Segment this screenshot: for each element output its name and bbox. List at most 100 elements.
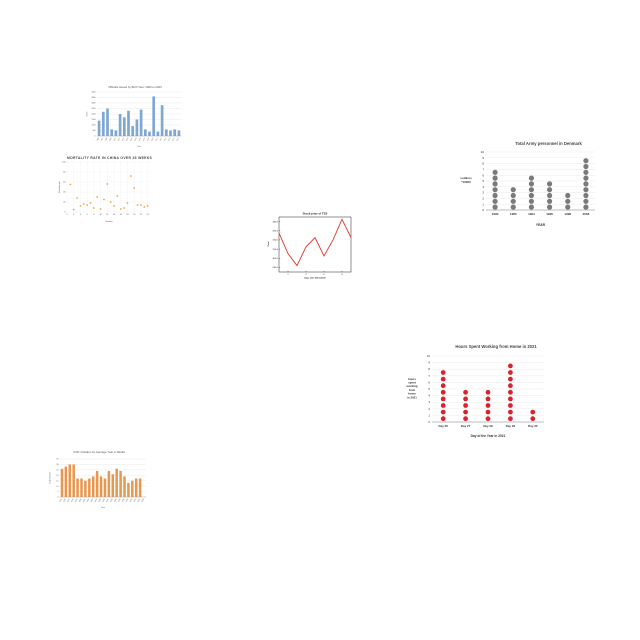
cod-bar — [108, 471, 111, 497]
mortality-point — [86, 204, 88, 206]
births-bar — [140, 110, 143, 136]
cod-bar — [80, 479, 83, 497]
cod-bar — [100, 476, 103, 497]
births-xtick-label: 2003 — [126, 137, 130, 141]
cod-ytick-label: 35 — [56, 459, 58, 461]
wfh-dot — [441, 416, 446, 421]
wfh-dot — [508, 377, 513, 382]
mortality-point — [100, 208, 102, 210]
stock-xlabel: Days after 2013-05-20 — [304, 277, 326, 280]
wfh-xtick-label: Day 30 — [528, 424, 538, 428]
army-dot — [583, 170, 588, 175]
cod-bar — [119, 471, 122, 497]
stock-chart-svg: Stock price of TSS280.0300.0320.0340.036… — [263, 210, 355, 282]
births-ytick-label: 0 — [95, 136, 96, 138]
cod-ytick-label: 20 — [56, 475, 58, 477]
mortality-point — [69, 184, 71, 186]
wfh-dot — [486, 390, 491, 395]
births-bar — [165, 129, 168, 136]
mortality-point — [76, 197, 78, 199]
cod-bar — [61, 469, 64, 497]
army-dot — [583, 158, 588, 163]
cod-ylabel: COD Violation — [49, 472, 52, 484]
mortality-point — [127, 202, 129, 204]
wfh-ytick-label: 8 — [428, 367, 430, 371]
cod-bar — [104, 479, 107, 497]
mortality-point — [103, 199, 105, 201]
cod-ytick-label: 5 — [57, 491, 58, 493]
mortality-xtick-label: 6 — [87, 214, 89, 216]
wfh-dot — [508, 370, 513, 375]
wfh-ytick-label: 0 — [428, 420, 430, 424]
wfh-ytick-label: 9 — [428, 361, 430, 365]
births-ytick-label: 3000 — [92, 103, 96, 105]
army-dot — [511, 199, 516, 204]
wfh-dot — [441, 383, 446, 388]
mortality-point — [117, 195, 119, 197]
army-ytick-label: 0 — [482, 208, 484, 212]
army-dot — [529, 193, 534, 198]
army-dot — [547, 205, 552, 210]
births-xtick-label: 2002 — [122, 137, 126, 141]
births-xtick-label: 2006 — [138, 137, 142, 141]
births-xtick-label: 2010 — [155, 137, 159, 141]
army-xtick-label: 1995 — [546, 212, 553, 216]
cod-bar — [72, 464, 75, 497]
cod-ytick-label: 30 — [56, 464, 58, 466]
mortality-point — [143, 206, 145, 208]
births-xtick-label: 2001 — [117, 137, 121, 141]
wfh-ytick-label: 7 — [428, 374, 430, 378]
wfh-ytick-label: 5 — [428, 387, 430, 391]
births-xtick-label: 2015 — [176, 137, 180, 141]
cod-bar — [112, 474, 115, 497]
army-dot — [492, 187, 497, 192]
mortality-point — [120, 208, 122, 210]
cod-bar — [69, 464, 72, 497]
cod-bar — [115, 469, 118, 497]
wfh-dot — [463, 416, 468, 421]
army-ytick-label: 6 — [482, 173, 484, 177]
mortality-xtick-label: 4 — [80, 214, 82, 216]
cod-bar — [127, 483, 130, 497]
mortality-point — [130, 175, 132, 177]
stock-xtick-label: 6 — [323, 274, 325, 276]
army-dot — [492, 205, 497, 210]
cod-bar — [123, 476, 126, 497]
stock-ytick-label: 300.0 — [273, 258, 279, 260]
wfh-xtick-label: Day 29 — [506, 424, 516, 428]
wfh-dot — [530, 410, 535, 415]
cod-bar — [65, 467, 68, 497]
mortality-ytick-label: 60 — [63, 182, 66, 184]
army-title: Total Army personnel in Denmark — [515, 141, 582, 146]
mortality-point — [110, 201, 112, 203]
mortality-ytick-label: 20 — [63, 202, 66, 204]
wfh-ytick-label: 1 — [428, 413, 430, 417]
army-dot — [529, 176, 534, 181]
wfh-ytick-label: 2 — [428, 407, 430, 411]
cod-bar — [84, 481, 87, 497]
births-bar — [169, 131, 172, 137]
wfh-dot — [508, 397, 513, 402]
army-dot — [511, 187, 516, 192]
births-bar — [131, 126, 134, 136]
mortality-xtick-label: 12 — [106, 214, 109, 216]
births-xtick-label: 2009 — [151, 137, 155, 141]
army-dot — [492, 199, 497, 204]
army-dot — [492, 176, 497, 181]
cod-bar — [135, 479, 138, 497]
wfh-dot — [530, 416, 535, 421]
mortality-point — [93, 207, 95, 209]
army-dot — [492, 170, 497, 175]
wfh-xtick-label: Day 26 — [439, 424, 449, 428]
stock-frame — [279, 217, 351, 272]
mortality-xtick-label: 24 — [147, 214, 150, 216]
births-xlabel: Year — [137, 146, 141, 148]
stock-ytick-label: 360.0 — [273, 231, 279, 233]
wfh-dot — [463, 397, 468, 402]
wfh-ylabel: hours spent working from home in 2021 — [405, 377, 417, 400]
wfh-dot — [508, 403, 513, 408]
wfh-dot — [508, 383, 513, 388]
cod-chart-svg: COD Violation by Average Year in Media 0 5… — [48, 449, 150, 509]
army-dot — [529, 199, 534, 204]
cod-chart: COD Violation by Average Year in Media 0 5… — [48, 449, 150, 509]
